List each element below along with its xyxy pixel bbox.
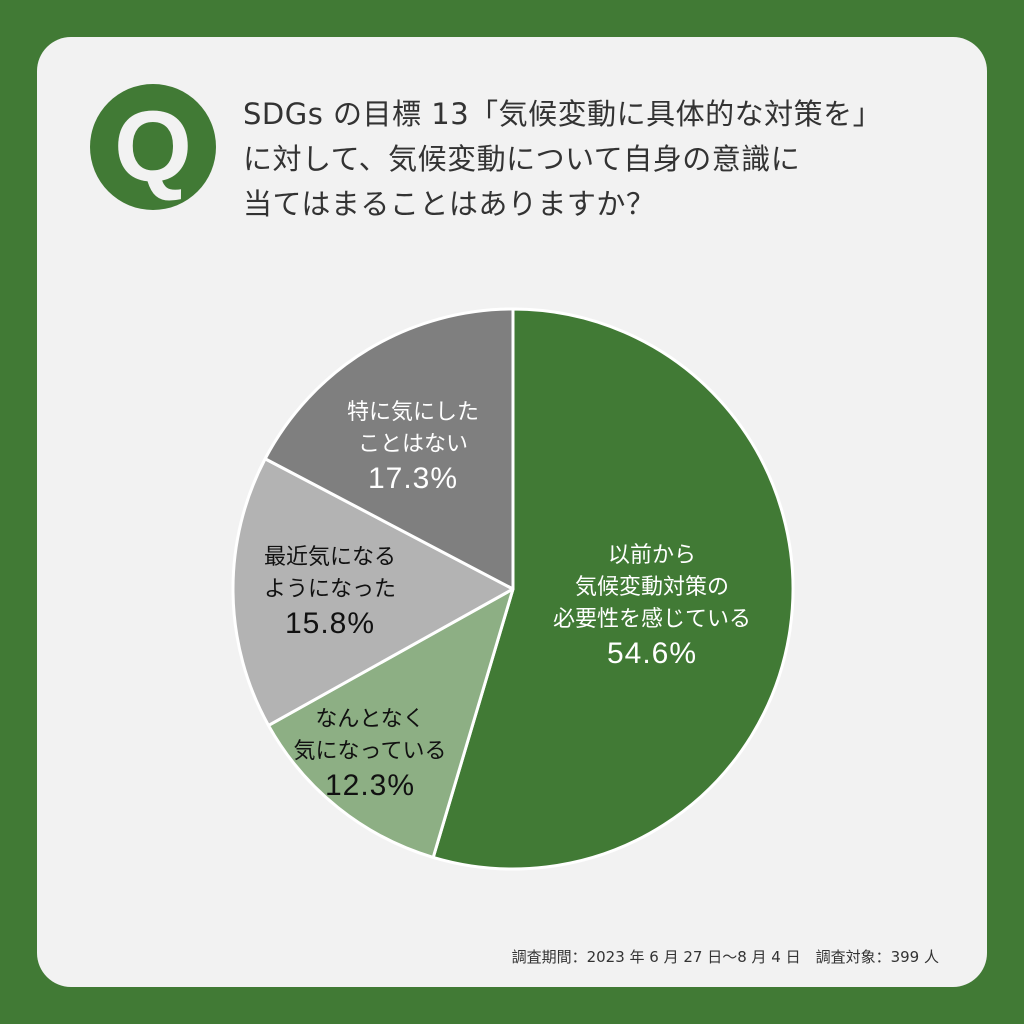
pie-slice-2	[266, 587, 515, 859]
title-line-1: SDGs の目標 13「気候変動に具体的な対策を」	[243, 97, 883, 131]
question-badge-icon: Q	[90, 84, 216, 210]
pie-slices	[231, 307, 795, 871]
slice-pct-4: 17.3%	[367, 462, 459, 495]
slice-label-2: なんとなく 気になっている 12.3%	[293, 707, 447, 802]
slice-pct-3: 15.8%	[284, 607, 376, 640]
title-line-3: 当てはまることはありますか？	[243, 187, 656, 221]
pie-slice-4	[263, 307, 515, 591]
title-line-2: に対して、気候変動について自身の意識に	[243, 142, 801, 176]
slice-label-4: 特に気にした ことはない 17.3%	[346, 400, 480, 495]
pie-slice-1	[431, 307, 795, 871]
slice-label-3: 最近気になる ようになった 15.8%	[263, 545, 397, 640]
pie-slice-3	[231, 457, 515, 727]
slice-pct-2: 12.3%	[324, 769, 416, 802]
slice-label-1: 以前から 気候変動対策の 必要性を感じている 54.6%	[552, 543, 752, 670]
slice-pct-1: 54.6%	[606, 637, 698, 670]
question-title: SDGs の目標 13「気候変動に具体的な対策を」 に対して、気候変動について自…	[243, 92, 963, 227]
survey-info: 調査期間：2023 年 6 月 27 日〜8 月 4 日 調査対象：399 人	[511, 948, 939, 966]
